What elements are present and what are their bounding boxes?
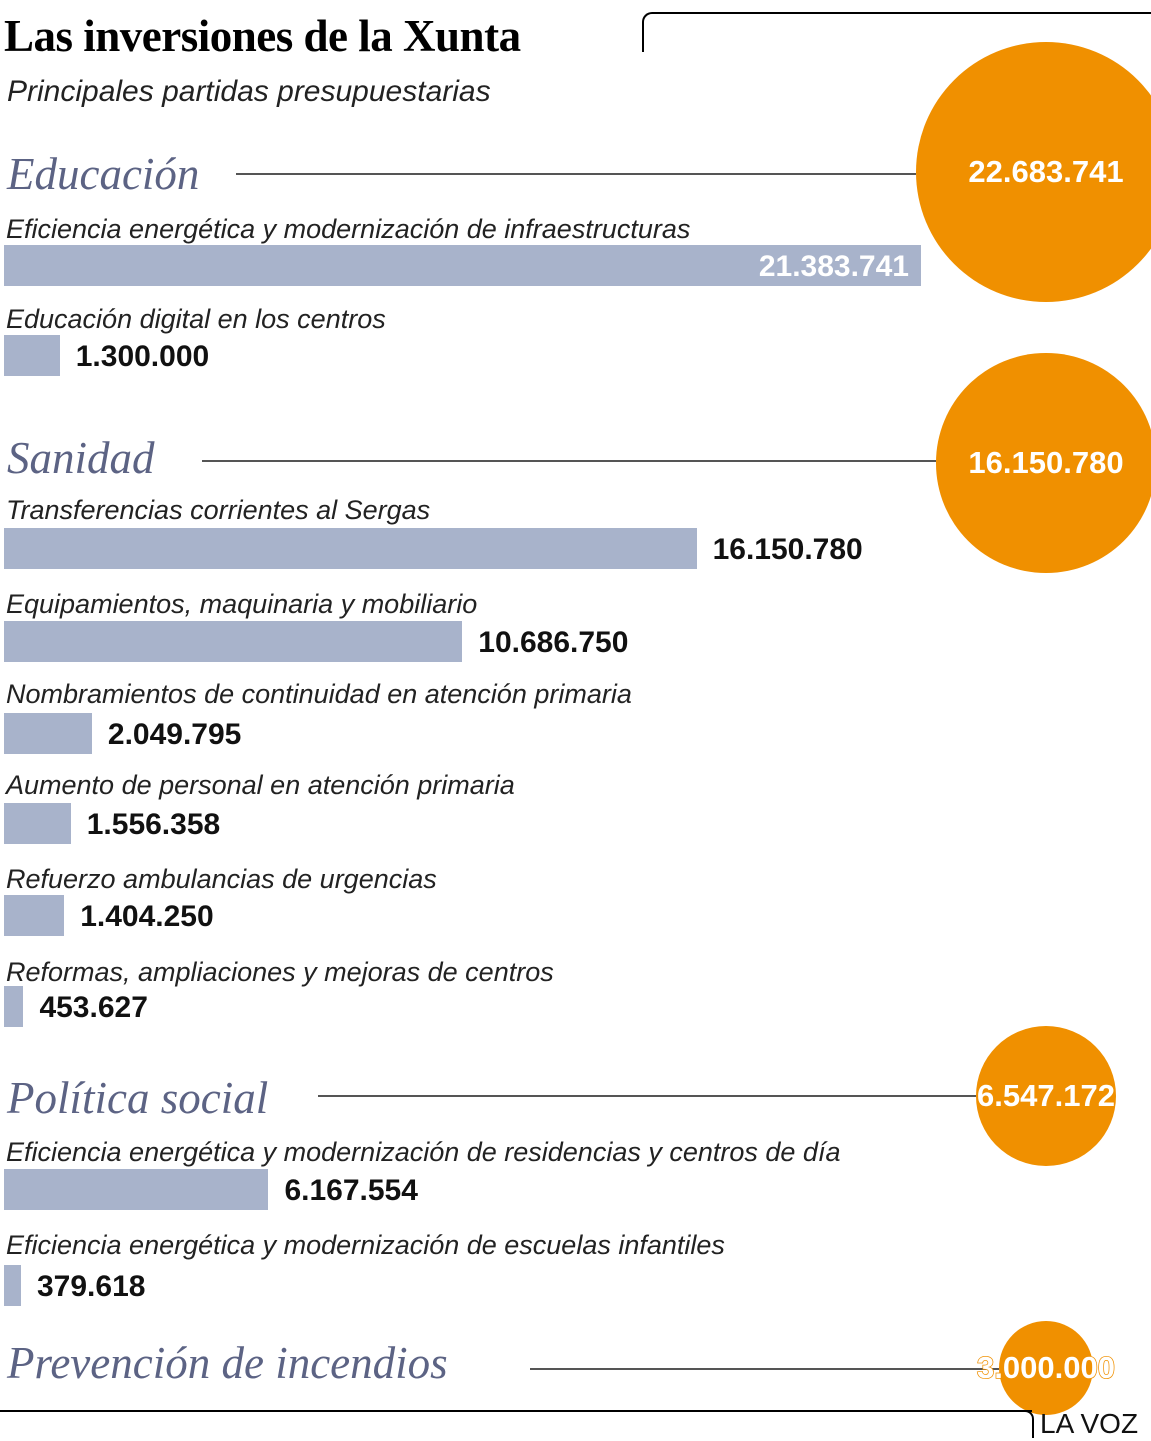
footer-rule-hook	[1022, 1410, 1034, 1438]
credit-label: LA VOZ	[1040, 1408, 1139, 1439]
bar-value-label: 6.167.554	[284, 1174, 418, 1207]
bar	[4, 803, 71, 844]
category-total-label: 3.000.000	[976, 1349, 1115, 1386]
bar-value-label: 10.686.750	[478, 626, 629, 659]
bar	[4, 528, 697, 569]
chart-subtitle: Principales partidas presupuestarias	[7, 75, 491, 108]
category-line	[318, 1095, 977, 1097]
bar-label: Eficiencia energética y modernización de…	[6, 214, 691, 244]
category-total-bubble	[998, 1320, 1094, 1416]
bar-label: Refuerzo ambulancias de urgencias	[6, 864, 437, 894]
bar-label: Educación digital en los centros	[6, 304, 386, 334]
category-total-bubble	[976, 1026, 1116, 1166]
bar-value-label: 453.627	[39, 991, 148, 1024]
bar-label: Reformas, ampliaciones y mejoras de cent…	[6, 957, 554, 987]
category-line	[202, 460, 937, 462]
bar	[4, 1265, 21, 1306]
category-title: Prevención de incendios	[7, 1338, 448, 1388]
bar-label: Transferencias corrientes al Sergas	[6, 495, 431, 525]
category-total-label: 16.150.780	[968, 445, 1124, 480]
category-line	[530, 1368, 999, 1370]
category-total-bubble	[936, 353, 1151, 573]
bar-value-label: 379.618	[37, 1270, 146, 1303]
category-total-label: 6.547.172	[976, 1077, 1115, 1114]
category-title: Política social	[7, 1073, 269, 1123]
bar-label: Eficiencia energética y modernización de…	[6, 1137, 841, 1167]
bar-label: Aumento de personal en atención primaria	[6, 770, 515, 800]
bar-value-label: 1.300.000	[75, 340, 210, 373]
bar-value-label: 1.404.250	[80, 900, 214, 933]
bar-value-label: 1.556.358	[86, 808, 221, 841]
bar-value-label: 16.150.780	[712, 533, 863, 566]
chart-title: Las inversiones de la Xunta	[4, 11, 521, 61]
bar-label: Eficiencia energética y modernización de…	[6, 1230, 725, 1260]
category-line	[236, 173, 916, 175]
bar	[4, 895, 65, 936]
bar-value-label: 21.383.741	[758, 250, 909, 283]
bar	[4, 335, 60, 376]
bar	[4, 245, 921, 286]
bar	[4, 1169, 269, 1210]
bar	[4, 621, 463, 662]
bar-label: Nombramientos de continuidad en atención…	[6, 679, 632, 709]
bar	[4, 713, 92, 754]
category-total-bubble	[916, 42, 1151, 302]
bar-value-label: 2.049.795	[107, 718, 242, 751]
category-title: Educación	[7, 149, 200, 199]
category-total-label: 22.683.741	[968, 154, 1124, 189]
category-title: Sanidad	[7, 433, 155, 483]
footer-rule	[0, 1410, 1032, 1412]
bar	[4, 986, 24, 1027]
title-decoration	[642, 12, 1151, 52]
bar-label: Equipamientos, maquinaria y mobiliario	[6, 589, 478, 619]
